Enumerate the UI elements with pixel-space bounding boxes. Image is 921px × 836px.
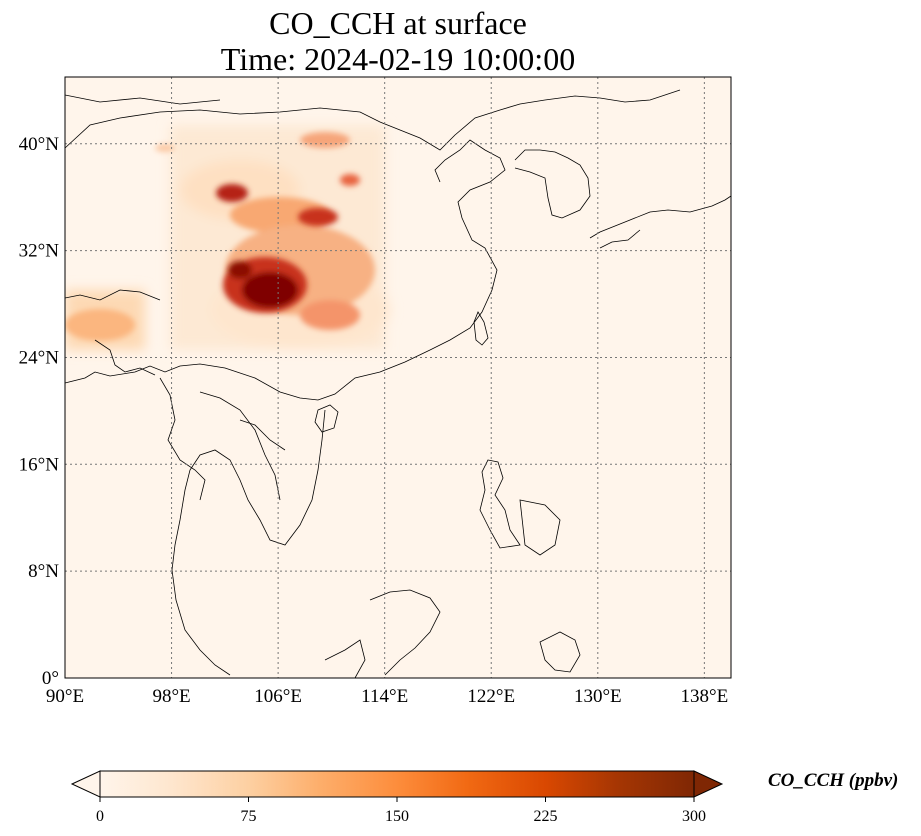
high-concentration-plume bbox=[216, 184, 338, 313]
colorbar-extend-min bbox=[70, 770, 101, 798]
graticule bbox=[65, 77, 731, 678]
colorbar-ticks: 0 75 150 225 300 bbox=[96, 797, 706, 825]
colorbar-tick-label: 225 bbox=[534, 808, 558, 825]
latitude-tick-label: 8°N bbox=[28, 561, 59, 582]
colorbar-tick-label: 150 bbox=[385, 808, 409, 825]
longitude-tick-label: 106°E bbox=[254, 686, 302, 707]
longitude-tick-label: 90°E bbox=[46, 686, 84, 707]
map-subtitle-time: Time: 2024-02-19 10:00:00 bbox=[220, 41, 576, 77]
coastlines bbox=[65, 89, 731, 678]
map-title: CO_CCH at surface bbox=[269, 5, 527, 41]
latitude-tick-label: 40°N bbox=[19, 134, 60, 155]
colorbar-tick-label: 75 bbox=[241, 808, 257, 825]
longitude-tick-label: 122°E bbox=[467, 686, 515, 707]
latitude-tick-label: 0° bbox=[42, 668, 59, 689]
longitude-tick-label: 114°E bbox=[361, 686, 408, 707]
colorbar-extend-max bbox=[693, 770, 724, 798]
longitude-tick-label: 138°E bbox=[681, 686, 729, 707]
colorbar-gradient bbox=[99, 770, 695, 798]
concentration-field bbox=[65, 125, 390, 350]
latitude-tick-label: 16°N bbox=[19, 454, 60, 475]
latitude-tick-label: 32°N bbox=[19, 241, 60, 262]
longitude-labels: 90°E 98°E 106°E 114°E 122°E 130°E 138°E bbox=[46, 686, 728, 707]
colorbar-tick-label: 0 bbox=[96, 808, 104, 825]
colorbar-label: CO_CCH (ppbv) bbox=[768, 770, 899, 791]
longitude-tick-label: 98°E bbox=[152, 686, 190, 707]
latitude-tick-label: 24°N bbox=[19, 347, 60, 368]
map-frame bbox=[64, 76, 732, 679]
colorbar: 0 75 150 225 300 bbox=[70, 770, 724, 825]
map-background bbox=[65, 77, 731, 678]
latitude-labels: 0° 8°N 16°N 24°N 32°N 40°N bbox=[19, 134, 60, 689]
colorbar-tick-label: 300 bbox=[682, 808, 706, 825]
longitude-tick-label: 130°E bbox=[574, 686, 622, 707]
